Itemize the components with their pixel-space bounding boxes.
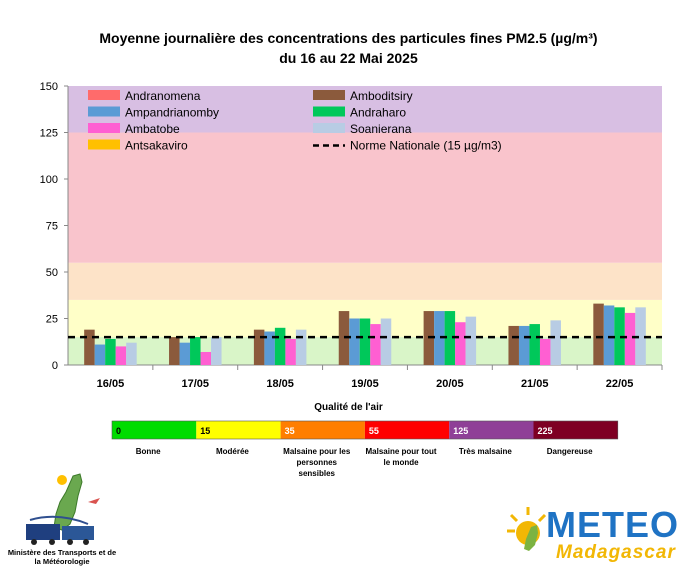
legend-label: Soanierana: [350, 122, 412, 136]
legend-label: Ampandrianomby: [125, 106, 219, 120]
x-tick-label: 19/05: [351, 378, 379, 390]
bar-andraharo: [529, 324, 540, 365]
bar-ambatobe: [539, 338, 551, 365]
band-3: [68, 132, 662, 263]
x-tick-label: 16/05: [97, 378, 125, 390]
chart-title: Moyenne journalière des concentrations d…: [0, 28, 697, 68]
bar-ambatobe: [115, 346, 127, 365]
x-tick-label: 21/05: [521, 378, 549, 390]
legend-swatch: [88, 90, 120, 100]
bar-ampandrianomby: [94, 344, 106, 365]
legend-label: Antsakaviro: [125, 139, 188, 153]
bar-andraharo: [359, 318, 371, 365]
chart-title-line: Moyenne journalière des concentrations d…: [99, 30, 598, 46]
y-tick-label: 125: [40, 128, 58, 140]
legend-swatch: [313, 90, 345, 100]
meteo-word: METEO: [546, 504, 680, 545]
legend-swatch: [88, 106, 120, 117]
bar-andraharo: [190, 337, 201, 365]
bar-amboditsiry: [508, 325, 519, 365]
bar-soanierana: [211, 337, 222, 365]
ministry-label: Ministère des Transports et de la Météor…: [7, 548, 117, 566]
bar-soanierana: [126, 342, 137, 365]
bar-ampandrianomby: [434, 311, 445, 365]
bar-soanierana: [635, 307, 646, 365]
y-tick-label: 50: [46, 267, 58, 279]
bar-ambatobe: [200, 351, 212, 365]
bar-amboditsiry: [169, 337, 180, 365]
bar-andraharo: [274, 327, 286, 365]
band-4: [68, 86, 662, 133]
bar-andraharo: [444, 311, 456, 365]
madagascar-word: Madagascar: [556, 542, 676, 563]
bar-soanierana: [465, 316, 477, 365]
x-tick-label: 18/05: [266, 378, 294, 390]
bar-amboditsiry: [593, 303, 604, 365]
legend-label: Andraharo: [350, 106, 406, 120]
y-tick-label: 150: [40, 81, 58, 93]
bar-andraharo: [614, 307, 625, 365]
legend-swatch: [313, 106, 345, 117]
bar-amboditsiry: [84, 329, 95, 365]
x-tick-label: 22/05: [606, 378, 634, 390]
bar-ampandrianomby: [264, 331, 275, 365]
bar-ambatobe: [624, 312, 636, 365]
legend-label: Ambatobe: [125, 122, 180, 136]
legend-swatch: [88, 139, 120, 150]
bar-ambatobe: [455, 322, 466, 365]
bar-ampandrianomby: [518, 325, 530, 365]
y-tick-label: 75: [46, 221, 58, 233]
bar-amboditsiry: [253, 329, 265, 365]
x-tick-label: 20/05: [436, 378, 464, 390]
sun-map-icon: [507, 507, 547, 551]
bar-ambatobe: [370, 324, 381, 365]
legend-label: Amboditsiry: [350, 89, 413, 103]
x-tick-label: 17/05: [182, 378, 210, 390]
bar-ambatobe: [285, 338, 296, 365]
bar-ampandrianomby: [603, 305, 615, 365]
bar-soanierana: [295, 329, 307, 365]
legend-label: Norme Nationale (15 µg/m3): [350, 139, 502, 153]
bar-ampandrianomby: [349, 318, 360, 365]
chart-subtitle: du 16 au 22 Mai 2025: [279, 50, 418, 66]
madagascar-map-icon: [26, 473, 100, 545]
bar-andraharo: [105, 338, 116, 365]
y-tick-label: 25: [46, 314, 58, 326]
legend-swatch: [313, 123, 345, 133]
legend-swatch: [88, 123, 120, 133]
legend-label: Andranomena: [125, 89, 201, 103]
pm25-chart: 0 25 50 75 100 125 150 16/05 17/05 18/05 19/05 20/0…: [40, 81, 663, 390]
band-2: [68, 262, 662, 300]
aqi-title: Qualité de l'air: [314, 402, 383, 413]
y-tick-label: 0: [52, 360, 58, 372]
y-tick-label: 100: [40, 174, 58, 186]
bar-soanierana: [550, 320, 561, 365]
bar-soanierana: [380, 318, 392, 365]
bar-ampandrianomby: [179, 342, 191, 365]
